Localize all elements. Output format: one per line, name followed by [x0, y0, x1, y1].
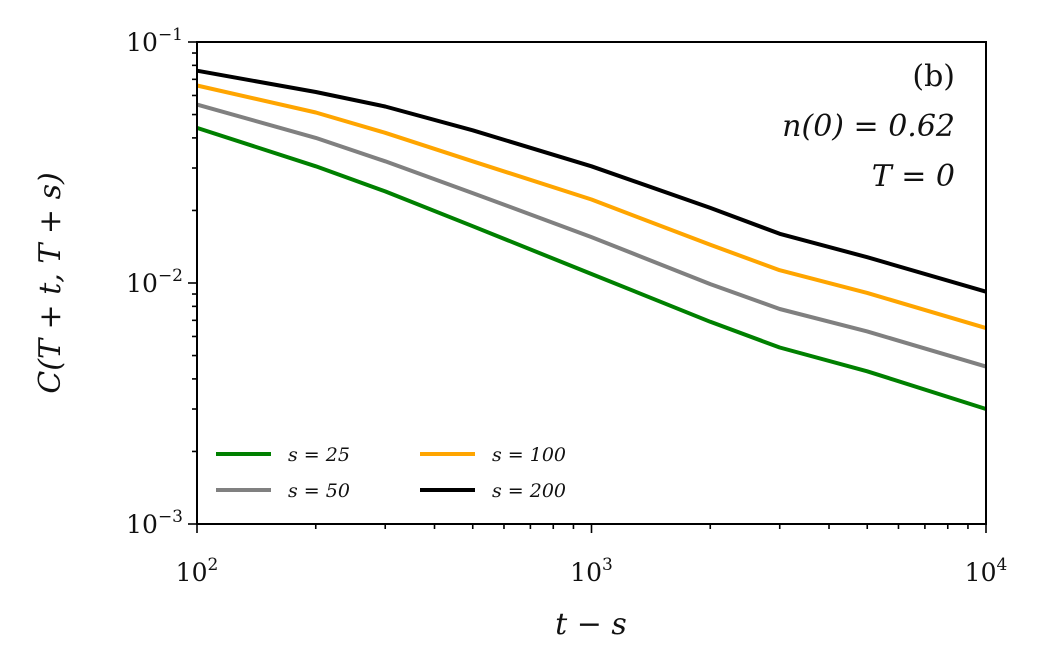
legend-background [200, 426, 630, 522]
series-line-2 [196, 102, 987, 369]
y-tick-labels: 10−3 10−2 10−1 [126, 25, 183, 539]
panel-label: (b) [912, 59, 955, 94]
y-axis-label: C(T + t, T + s) [33, 172, 68, 393]
y-tick-label: 10−1 [126, 25, 183, 57]
legend-label: s = 50 [288, 480, 350, 502]
legend-label: s = 200 [492, 480, 566, 502]
y-tick-label: 10−2 [126, 266, 183, 298]
x-tick-label: 102 [176, 555, 219, 587]
series-lines [196, 68, 987, 411]
plot-frame [196, 41, 987, 525]
density-annotation: n(0) = 0.62 [782, 109, 955, 144]
x-tick-label: 104 [965, 555, 1008, 587]
x-tick-labels: 102 103 104 [176, 555, 1008, 587]
annotation-block: (b) n(0) = 0.62 T = 0 [782, 59, 955, 194]
x-tick-label: 103 [570, 555, 613, 587]
legend-label: s = 100 [492, 444, 566, 466]
series-line-3 [196, 83, 987, 331]
legend-label: s = 25 [288, 444, 350, 466]
x-axis-label: t − s [555, 607, 627, 642]
legend: s = 25 s = 50 s = 100 s = 200 [200, 426, 630, 522]
series-line-1 [196, 125, 987, 411]
y-tick-label: 10−3 [126, 507, 183, 539]
temperature-annotation: T = 0 [872, 159, 955, 194]
series-line-4 [196, 68, 987, 294]
